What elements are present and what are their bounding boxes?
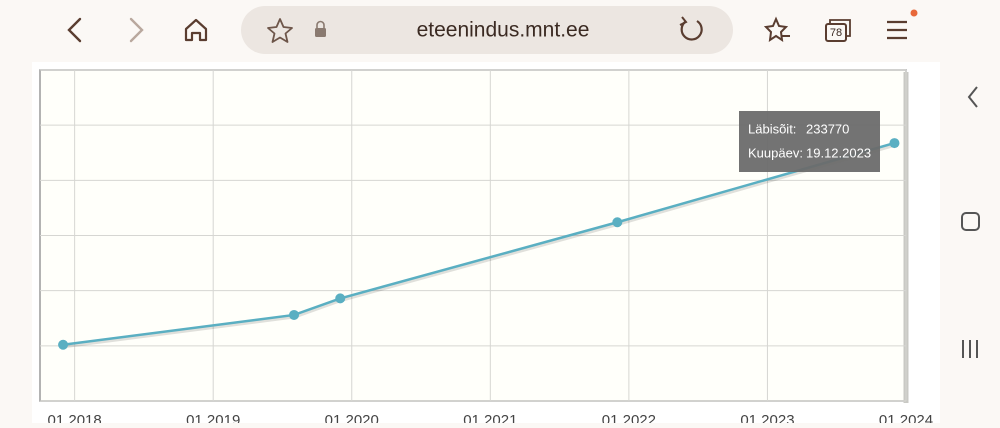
menu-badge — [910, 9, 918, 17]
x-tick-label: 01.2023 — [740, 412, 794, 423]
nav-home[interactable] — [961, 212, 980, 231]
tooltip-box — [739, 111, 880, 172]
tooltip-value: 233770 — [806, 121, 849, 136]
data-point — [335, 293, 346, 304]
data-point — [289, 309, 300, 320]
x-tick-label: 01.2019 — [186, 412, 240, 423]
x-tick-label: 01.2018 — [48, 412, 102, 423]
bookmark-star[interactable] — [267, 18, 293, 43]
x-tick-label: 01.2020 — [325, 412, 379, 423]
tabs-button[interactable] — [825, 23, 847, 42]
bookmarks-button[interactable] — [763, 16, 789, 43]
address-bar[interactable] — [241, 6, 733, 54]
data-point — [58, 339, 69, 350]
tooltip-label: Kuupäev: — [748, 145, 803, 160]
lock-shackle — [316, 20, 325, 28]
tooltip-label: Läbisõit: — [748, 121, 796, 136]
back-button[interactable] — [67, 17, 82, 43]
url-text[interactable]: eteenindus.mnt.ee — [417, 19, 590, 42]
nav-back[interactable] — [967, 86, 978, 108]
nav-bar — [940, 0, 1000, 423]
tooltip-value: 19.12.2023 — [806, 145, 871, 160]
tabs-back — [829, 19, 851, 37]
forward-button[interactable] — [129, 17, 144, 43]
reload-arrow — [679, 16, 688, 26]
data-point — [889, 138, 900, 149]
reload-button[interactable] — [680, 20, 703, 41]
data-point — [612, 217, 623, 228]
nav-recents[interactable] — [962, 340, 978, 358]
lock-icon — [315, 28, 326, 37]
x-tick-label: 01.2021 — [463, 412, 517, 423]
home-button[interactable] — [184, 18, 208, 42]
x-tick-label: 01.2022 — [602, 412, 656, 423]
tab-count: 78 — [830, 27, 842, 39]
x-tick-label: 01.2024 — [879, 412, 933, 423]
